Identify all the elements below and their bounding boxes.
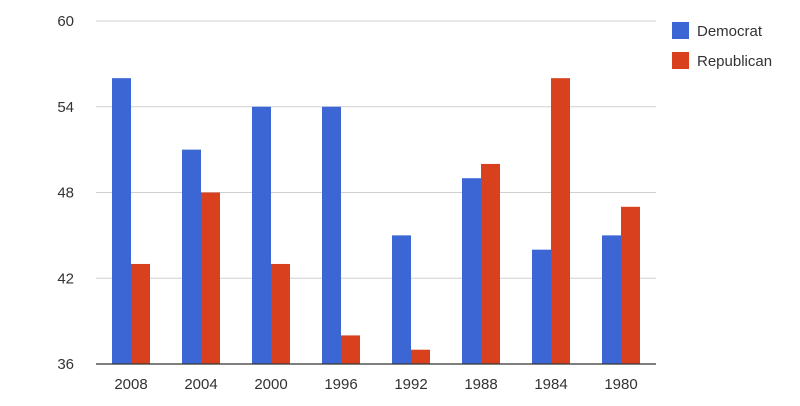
legend-label-republican: Republican [697, 53, 772, 70]
bar-republican-2004 [201, 192, 220, 364]
bar-democrat-1988 [462, 178, 481, 364]
y-tick-label: 54 [57, 99, 74, 116]
bar-republican-1980 [621, 206, 640, 364]
x-tick-label: 1984 [534, 376, 567, 393]
y-tick-label: 36 [57, 356, 74, 373]
x-tick-label: 1992 [394, 376, 427, 393]
x-tick-label: 2008 [114, 376, 147, 393]
bar-democrat-2000 [252, 106, 271, 364]
y-tick-label: 48 [57, 185, 74, 202]
bar-democrat-1996 [322, 106, 341, 364]
legend: Democrat Republican [672, 22, 772, 70]
x-tick-label: 1996 [324, 376, 357, 393]
bar-democrat-2004 [182, 149, 201, 364]
bars [112, 78, 640, 365]
y-tick-label: 42 [57, 270, 74, 287]
x-tick-label: 1988 [464, 376, 497, 393]
y-tick-label: 60 [57, 13, 74, 30]
bar-democrat-1980 [602, 235, 621, 364]
legend-label-democrat: Democrat [697, 23, 763, 40]
bar-republican-2008 [131, 263, 150, 364]
bar-republican-2000 [271, 263, 290, 364]
legend-swatch-republican [672, 52, 689, 69]
bar-democrat-1992 [392, 235, 411, 364]
grid-lines [96, 20, 656, 279]
x-tick-label: 2004 [184, 376, 217, 393]
bar-democrat-2008 [112, 78, 131, 365]
bar-democrat-1984 [532, 249, 551, 364]
bar-republican-1984 [551, 78, 570, 365]
x-tick-label: 1980 [604, 376, 637, 393]
x-tick-label: 2000 [254, 376, 287, 393]
y-axis-tick-labels: 36 42 48 54 60 [57, 13, 74, 373]
bar-republican-1992 [411, 349, 430, 364]
bar-republican-1988 [481, 163, 500, 364]
legend-swatch-democrat [672, 22, 689, 39]
bar-republican-1996 [341, 335, 360, 364]
x-axis-tick-labels: 2008 2004 2000 1996 1992 1988 1984 1980 [114, 376, 637, 393]
